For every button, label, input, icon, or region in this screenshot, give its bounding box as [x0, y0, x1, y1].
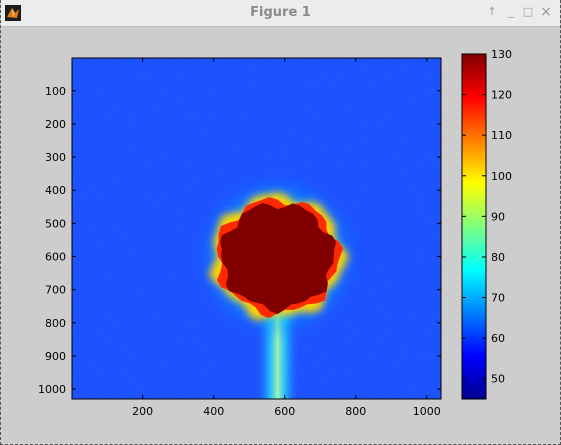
- saturated-core: [220, 202, 337, 315]
- y-axis: 100 200 300 400 500 600 700 800 900 1000: [38, 85, 441, 396]
- y-tick-label: 700: [45, 284, 66, 297]
- figure-plot: 200 400 600 800 1000 100 200 300 400 500 600 700 80…: [38, 48, 512, 418]
- colorbar-tick-label: 120: [491, 89, 512, 102]
- pin-up-icon[interactable]: ↑: [487, 5, 497, 18]
- x-tick-label: 200: [132, 405, 153, 418]
- x-tick-label: 1000: [413, 405, 441, 418]
- minimize-button[interactable]: _: [508, 5, 514, 18]
- colorbar-tick-label: 110: [491, 129, 512, 142]
- y-tick-label: 100: [45, 85, 66, 98]
- colorbar-tick-label: 70: [491, 292, 505, 305]
- x-tick-label: 800: [345, 405, 366, 418]
- colorbar-tick-label: 100: [491, 170, 512, 183]
- colorbar-gradient: [462, 54, 486, 399]
- colorbar-ticks: 50 60 70 80 90 100 110 120 130: [462, 48, 512, 386]
- axes-frame: [71, 57, 442, 400]
- x-tick-label: 600: [274, 405, 295, 418]
- colorbar-tick-label: 80: [491, 251, 505, 264]
- maximize-button[interactable]: □: [522, 5, 534, 18]
- y-tick-label: 900: [45, 350, 66, 363]
- colorbar[interactable]: 50 60 70 80 90 100 110 120 130: [461, 48, 512, 400]
- y-tick-label: 1000: [38, 383, 66, 396]
- colorbar-tick-label: 60: [491, 332, 505, 345]
- y-tick-label: 600: [45, 251, 66, 264]
- colorbar-tick-label: 50: [491, 373, 505, 386]
- colorbar-frame: [461, 53, 487, 400]
- window-title: Figure 1: [250, 5, 311, 20]
- y-tick-label: 500: [45, 217, 66, 230]
- colorbar-tick-label: 90: [491, 210, 505, 223]
- y-tick-label: 800: [45, 317, 66, 330]
- x-axis: 200 400 600 800 1000: [132, 58, 441, 418]
- y-tick-label: 400: [45, 184, 66, 197]
- y-tick-label: 300: [45, 151, 66, 164]
- matlab-app-icon: [5, 5, 21, 21]
- title-bar[interactable]: Figure 1 ↑ _ □ ×: [1, 0, 560, 27]
- close-button[interactable]: ×: [540, 4, 552, 20]
- colorbar-tick-label: 130: [491, 48, 512, 61]
- x-tick-label: 400: [203, 405, 224, 418]
- axes[interactable]: 200 400 600 800 1000 100 200 300 400 500 600 700 80…: [38, 57, 442, 418]
- y-tick-label: 200: [45, 118, 66, 131]
